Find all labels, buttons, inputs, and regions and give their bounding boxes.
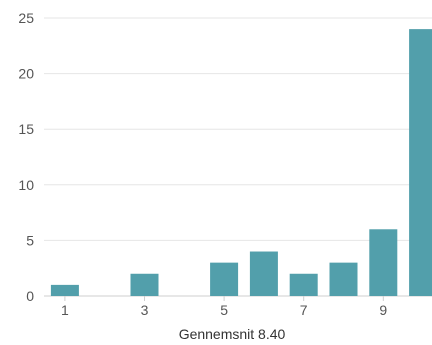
x-tick-label: 9 [379,302,387,318]
x-tick-label: 3 [141,302,149,318]
bar[interactable] [409,29,432,297]
y-tick-label: 0 [26,288,34,304]
bar[interactable] [289,273,318,296]
bar[interactable] [329,262,358,296]
y-tick-label: 25 [18,10,34,26]
y-tick-label: 20 [18,66,34,82]
x-tick-label: 1 [61,302,69,318]
x-tick-label: 7 [300,302,308,318]
bars [50,29,432,297]
y-tick-label: 10 [18,177,34,193]
x-axis-tick-labels: 1 3 5 7 9 [61,296,387,318]
gridlines [44,17,432,241]
y-axis-tick-labels: 0 5 10 15 20 25 [18,10,34,304]
bar[interactable] [50,284,79,296]
x-tick-label: 5 [220,302,228,318]
y-tick-label: 5 [26,232,34,248]
bar[interactable] [249,251,278,296]
bar[interactable] [130,273,159,296]
bar[interactable] [369,229,398,296]
y-tick-label: 15 [18,121,34,137]
average-caption: Gennemsnit 8.40 [179,326,286,342]
bar[interactable] [210,262,239,296]
